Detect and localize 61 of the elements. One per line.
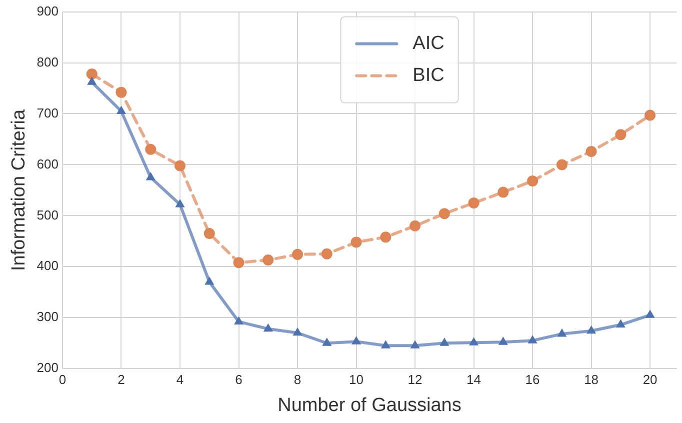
point xyxy=(263,323,273,332)
point xyxy=(586,146,597,157)
y-tick-label: 200 xyxy=(36,360,58,376)
point xyxy=(380,232,392,243)
point xyxy=(145,144,156,155)
point xyxy=(86,68,98,80)
point xyxy=(292,327,302,336)
point xyxy=(498,186,509,198)
x-tick-label: 6 xyxy=(235,372,242,387)
y-tick-label: 300 xyxy=(36,309,58,324)
point xyxy=(645,310,655,318)
x-tick-label: 12 xyxy=(408,372,422,387)
x-axis-title: Number of Gaussians xyxy=(278,394,462,416)
point xyxy=(528,335,538,344)
point xyxy=(410,220,421,232)
point xyxy=(292,248,304,260)
point xyxy=(352,336,362,344)
point xyxy=(469,337,479,346)
x-tick-label: 4 xyxy=(176,372,184,387)
point xyxy=(557,328,567,337)
point xyxy=(233,257,244,268)
point xyxy=(204,276,214,285)
point xyxy=(116,86,127,98)
x-tick-label: 8 xyxy=(294,372,302,387)
x-tick-label: 14 xyxy=(466,372,482,387)
point xyxy=(527,176,538,187)
point xyxy=(616,319,626,328)
point xyxy=(380,340,390,348)
legend-label: AIC xyxy=(412,33,444,54)
point xyxy=(175,198,185,208)
point xyxy=(322,338,332,346)
point xyxy=(438,208,450,220)
x-tick-label: 2 xyxy=(118,372,125,387)
x-tick-label: 10 xyxy=(349,372,364,387)
y-tick-label: 400 xyxy=(36,258,58,274)
y-tick-label: 800 xyxy=(36,54,58,70)
point xyxy=(440,338,450,346)
y-tick-label: 500 xyxy=(36,207,58,222)
x-tick-label: 18 xyxy=(584,372,599,387)
point xyxy=(146,172,156,180)
point xyxy=(234,316,244,324)
y-axis-title: Information Criteria xyxy=(8,108,30,271)
point xyxy=(644,110,656,121)
x-tick-label: 0 xyxy=(58,372,66,387)
point xyxy=(262,254,274,266)
legend-label: BIC xyxy=(412,65,444,86)
y-tick-label: 900 xyxy=(36,3,58,18)
y-tick-label: 600 xyxy=(36,156,58,172)
point xyxy=(556,159,568,170)
point xyxy=(468,197,480,208)
point xyxy=(204,228,215,240)
point xyxy=(498,336,508,345)
x-tick-label: 16 xyxy=(525,372,540,387)
point xyxy=(586,325,596,334)
x-tick-label: 20 xyxy=(642,372,658,387)
point xyxy=(615,129,626,140)
point xyxy=(321,248,332,260)
point xyxy=(350,236,362,248)
point xyxy=(410,340,420,348)
y-tick-label: 700 xyxy=(36,105,58,120)
point xyxy=(174,160,186,172)
